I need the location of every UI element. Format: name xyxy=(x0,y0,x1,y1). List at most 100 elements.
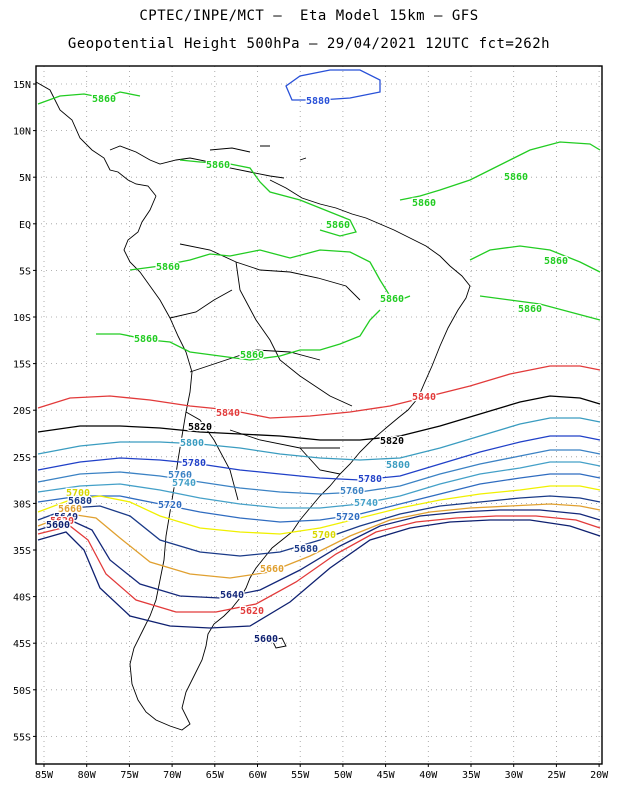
contour-5720 xyxy=(37,473,601,523)
contour-labels: 5880 5860 5860 5860 5860 5860 5860 5860 … xyxy=(45,93,570,647)
map-subtitle: Geopotential Height 500hPa – 29/04/2021 … xyxy=(67,36,551,52)
lat-tick-label: 20S xyxy=(13,406,31,417)
latitude-labels: 15N 10N 5N EQ 5S 10S 15S 20S 25S 30S 35S 40S 45S 50S 5… xyxy=(13,80,36,743)
contour-5620 xyxy=(37,515,601,613)
label-5860: 5860 xyxy=(504,172,528,183)
label-5800: 5800 xyxy=(386,460,410,471)
lat-tick-label: 10N xyxy=(13,127,31,138)
label-5840: 5840 xyxy=(412,392,436,403)
contour-5760 xyxy=(37,449,601,495)
label-5860: 5860 xyxy=(156,262,180,273)
label-5720: 5720 xyxy=(158,500,182,511)
label-5780: 5780 xyxy=(358,474,382,485)
lon-tick-label: 70W xyxy=(163,770,182,781)
lon-tick-label: 40W xyxy=(419,770,438,781)
country-borders xyxy=(169,243,361,501)
lat-tick-label: EQ xyxy=(19,220,31,231)
lat-tick-label: 10S xyxy=(13,313,31,324)
lon-tick-label: 35W xyxy=(462,770,481,781)
lon-tick-label: 65W xyxy=(206,770,225,781)
label-5860: 5860 xyxy=(326,220,350,231)
label-5720: 5720 xyxy=(336,512,360,523)
label-5700: 5700 xyxy=(312,530,336,541)
south-america-coast xyxy=(123,179,471,731)
label-5640: 5640 xyxy=(220,590,244,601)
label-5760: 5760 xyxy=(340,486,364,497)
label-5860: 5860 xyxy=(92,94,116,105)
lon-tick-label: 80W xyxy=(78,770,97,781)
map-title: CPTEC/INPE/MCT – Eta Model 15km – GFS xyxy=(139,8,479,24)
label-5860: 5860 xyxy=(380,294,404,305)
lon-tick-label: 25W xyxy=(547,770,566,781)
contour-5740 xyxy=(37,461,601,509)
lon-tick-label: 75W xyxy=(120,770,139,781)
contour-5600 xyxy=(37,519,601,629)
lat-tick-label: 5N xyxy=(19,173,31,184)
label-5860: 5860 xyxy=(240,350,264,361)
longitude-labels: 85W 80W 75W 70W 65W 60W 55W 50W 45W 40W 35W 30W 25W 2… xyxy=(35,764,609,781)
label-5840: 5840 xyxy=(216,408,240,419)
contour-5680 xyxy=(37,495,601,557)
caribbean-islands xyxy=(209,145,307,161)
contour-5860-north xyxy=(37,91,357,237)
contour-5860-east xyxy=(469,245,601,321)
lat-tick-label: 15S xyxy=(13,360,31,371)
lat-tick-label: 5S xyxy=(19,266,31,277)
lat-tick-label: 55S xyxy=(13,732,31,743)
label-5860: 5860 xyxy=(206,160,230,171)
contour-lines xyxy=(37,69,601,629)
label-5820: 5820 xyxy=(188,422,212,433)
label-5660: 5660 xyxy=(58,504,82,515)
lat-tick-label: 50S xyxy=(13,686,31,697)
label-5860: 5860 xyxy=(544,256,568,267)
lon-tick-label: 50W xyxy=(334,770,353,781)
label-5880: 5880 xyxy=(306,96,330,107)
label-5620: 5620 xyxy=(240,606,264,617)
contour-5860-central xyxy=(129,249,411,301)
label-5660: 5660 xyxy=(260,564,284,575)
lat-tick-label: 30S xyxy=(13,499,31,510)
contour-5780 xyxy=(37,435,601,481)
label-5640: 5640 xyxy=(54,512,78,523)
label-5800: 5800 xyxy=(180,438,204,449)
lat-tick-label: 15N xyxy=(13,80,31,91)
lon-tick-label: 20W xyxy=(590,770,609,781)
lon-tick-label: 30W xyxy=(505,770,524,781)
contour-5860-south xyxy=(96,309,381,361)
contour-5820 xyxy=(37,395,601,441)
label-5680: 5680 xyxy=(294,544,318,555)
label-5780: 5780 xyxy=(182,458,206,469)
label-5860: 5860 xyxy=(412,198,436,209)
lat-tick-label: 45S xyxy=(13,639,31,650)
label-5600: 5600 xyxy=(254,634,278,645)
label-5600: 5600 xyxy=(46,520,70,531)
lat-tick-label: 25S xyxy=(13,453,31,464)
contour-5700 xyxy=(37,485,601,535)
lat-tick-label: 40S xyxy=(13,593,31,604)
label-5820: 5820 xyxy=(380,436,404,447)
contour-5660 xyxy=(37,503,601,579)
label-5740: 5740 xyxy=(354,498,378,509)
map-frame xyxy=(35,65,603,765)
lon-tick-label: 45W xyxy=(377,770,396,781)
central-america-coast xyxy=(35,81,157,197)
label-5740: 5740 xyxy=(172,478,196,489)
label-5860: 5860 xyxy=(134,334,158,345)
label-5620: 5620 xyxy=(50,516,74,527)
lon-tick-label: 60W xyxy=(248,770,267,781)
label-5700: 5700 xyxy=(66,488,90,499)
lat-tick-label: 35S xyxy=(13,546,31,557)
contour-5880 xyxy=(285,69,381,101)
contour-5640 xyxy=(37,509,601,599)
label-5860: 5860 xyxy=(518,304,542,315)
falkland-islands xyxy=(271,637,287,649)
label-5680: 5680 xyxy=(68,496,92,507)
lon-tick-label: 55W xyxy=(291,770,310,781)
label-5760: 5760 xyxy=(168,470,192,481)
coastlines xyxy=(35,81,471,731)
lon-tick-label: 85W xyxy=(35,770,54,781)
contour-5860-atlantic xyxy=(399,141,601,201)
contour-5800 xyxy=(37,417,601,461)
contour-5840 xyxy=(37,365,601,419)
